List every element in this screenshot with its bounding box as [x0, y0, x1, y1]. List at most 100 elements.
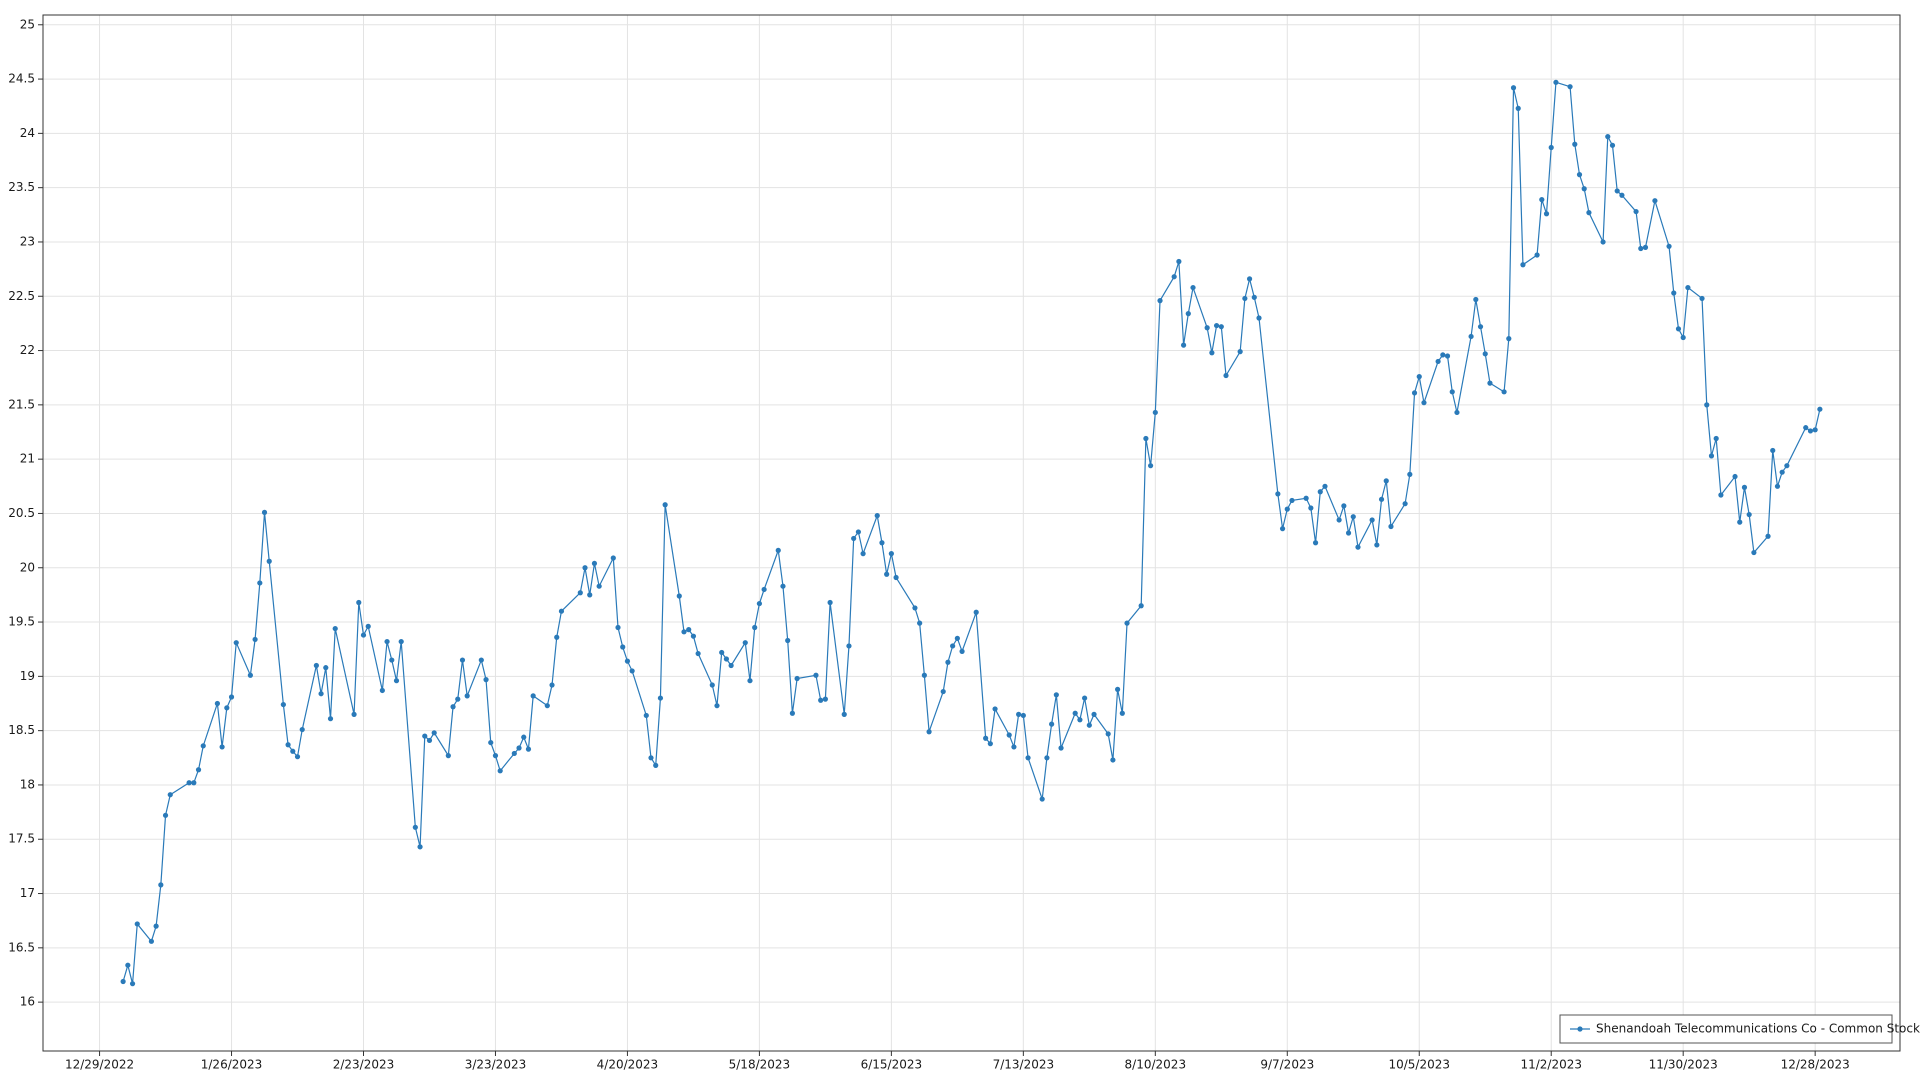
data-point — [1341, 503, 1347, 509]
data-point — [544, 703, 550, 709]
data-point — [926, 729, 932, 735]
data-point — [224, 705, 230, 711]
data-point — [323, 665, 329, 671]
data-point — [1204, 325, 1210, 331]
data-point — [1435, 358, 1441, 365]
data-point — [459, 657, 466, 663]
data-point — [1567, 84, 1573, 90]
data-point — [1303, 495, 1309, 501]
data-point — [1369, 517, 1375, 523]
data-point — [1006, 732, 1012, 738]
data-point — [884, 571, 890, 577]
x-tick-label: 10/5/2023 — [1388, 1058, 1450, 1072]
data-point — [596, 583, 602, 589]
data-point — [1086, 722, 1092, 728]
data-point — [1223, 372, 1229, 379]
legend-box — [1559, 1014, 1893, 1044]
data-point — [1704, 402, 1710, 408]
data-point — [1718, 492, 1724, 498]
x-tick-label: 4/20/2023 — [597, 1058, 659, 1072]
data-point — [1218, 324, 1224, 330]
data-point — [186, 780, 192, 786]
data-point — [917, 620, 923, 626]
data-point — [464, 693, 470, 699]
data-point — [1553, 79, 1559, 85]
data-point — [1501, 389, 1507, 395]
data-point — [1515, 105, 1521, 111]
data-point — [549, 682, 555, 688]
data-point — [417, 844, 423, 850]
data-point — [228, 694, 235, 700]
data-point — [775, 547, 781, 553]
data-point — [813, 672, 819, 678]
data-point — [530, 693, 536, 699]
data-point — [398, 638, 404, 645]
data-point — [351, 711, 357, 717]
data-point — [1473, 296, 1479, 303]
data-point — [445, 753, 451, 759]
data-point — [1652, 198, 1658, 204]
data-point — [1143, 435, 1149, 442]
data-point — [1289, 497, 1295, 504]
data-point — [1044, 755, 1050, 761]
data-point — [818, 697, 824, 703]
data-point — [1058, 745, 1064, 751]
data-point — [1770, 447, 1776, 454]
data-point — [450, 704, 456, 710]
data-point — [983, 735, 989, 741]
data-point — [742, 640, 748, 646]
data-point — [992, 706, 998, 712]
data-point — [582, 565, 588, 571]
data-point — [1374, 542, 1380, 548]
data-point — [1572, 141, 1578, 147]
data-point — [1581, 186, 1587, 192]
data-point — [483, 677, 489, 683]
data-point — [577, 590, 583, 596]
data-point — [1774, 483, 1781, 489]
y-tick-label: 17.5 — [8, 832, 35, 846]
data-point — [752, 624, 758, 631]
data-point — [1765, 533, 1771, 539]
data-point — [686, 627, 692, 633]
data-point — [690, 633, 697, 639]
data-point — [393, 678, 400, 684]
data-point — [1275, 491, 1281, 497]
y-tick-label: 21.5 — [8, 397, 35, 411]
series-line — [122, 81, 1821, 984]
data-point — [1105, 731, 1111, 737]
data-point — [134, 921, 140, 927]
data-point — [1388, 523, 1394, 530]
y-tick-label: 16 — [20, 995, 35, 1009]
data-point — [1209, 350, 1215, 356]
data-point — [1284, 506, 1290, 512]
data-point — [940, 688, 946, 695]
data-point — [846, 643, 852, 649]
data-point — [1817, 406, 1823, 412]
data-point — [874, 513, 880, 519]
data-point — [195, 767, 202, 773]
data-point — [365, 623, 371, 629]
data-point — [827, 599, 833, 606]
data-point — [1633, 208, 1639, 215]
data-point — [384, 638, 390, 645]
data-point — [1680, 334, 1686, 341]
y-tick-label: 23 — [20, 234, 35, 248]
data-point — [615, 624, 621, 631]
data-point — [959, 648, 965, 654]
data-point — [1082, 695, 1088, 701]
data-point — [1609, 142, 1616, 148]
data-point — [1336, 517, 1342, 523]
data-point — [620, 644, 626, 650]
data-point — [294, 754, 301, 760]
data-point — [158, 882, 164, 888]
x-tick-label: 8/10/2023 — [1125, 1058, 1187, 1072]
data-point — [516, 745, 522, 751]
data-point — [1020, 712, 1026, 719]
data-point — [521, 734, 527, 740]
data-point — [723, 656, 730, 662]
data-point — [841, 711, 847, 717]
data-point — [1411, 390, 1418, 396]
data-point — [1520, 262, 1526, 268]
data-point — [879, 540, 885, 546]
data-point — [1454, 409, 1460, 416]
